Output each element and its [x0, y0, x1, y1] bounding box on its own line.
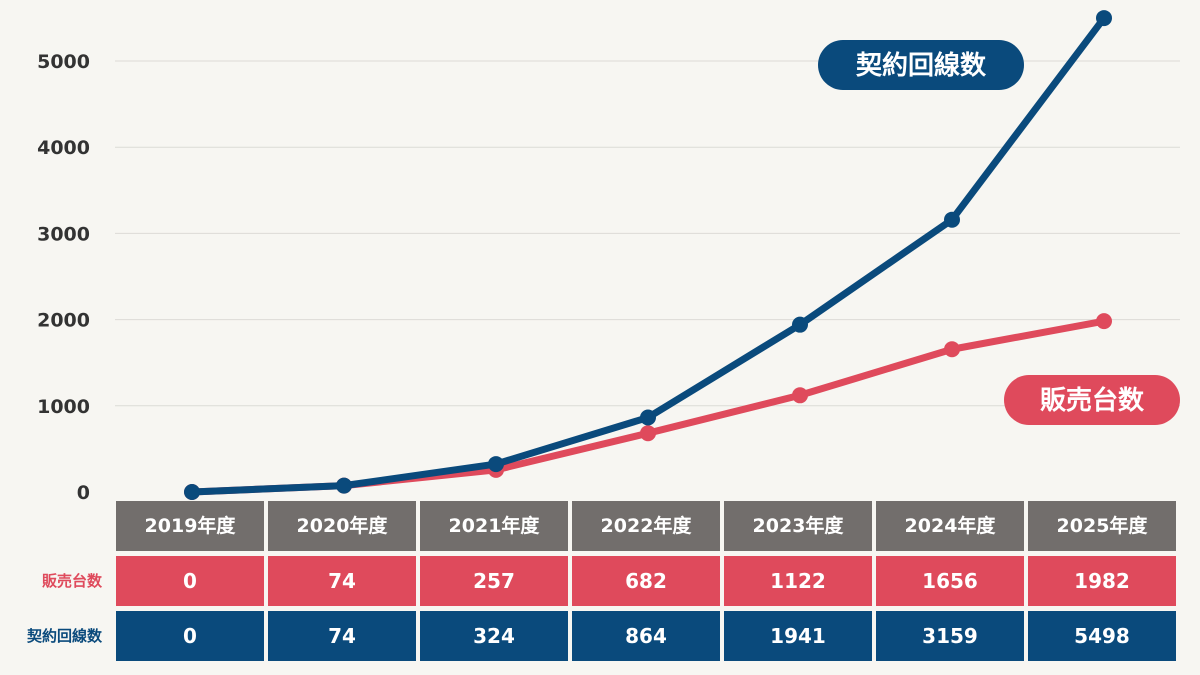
table-cell: 1122	[724, 556, 872, 606]
series-sales	[184, 313, 1112, 500]
year-header: 2024年度	[876, 501, 1024, 551]
table-header-row: 2019年度 2020年度 2021年度 2022年度 2023年度 2024年…	[0, 501, 1200, 551]
table-cell: 682	[572, 556, 720, 606]
y-tick-label: 5000	[37, 51, 90, 73]
data-point-lines	[336, 477, 352, 494]
data-point-sales	[640, 425, 656, 442]
legend-pill-lines-bg	[818, 40, 1024, 90]
data-point-lines	[640, 409, 656, 426]
legend-label-sales: 販売台数	[1040, 385, 1145, 416]
table-row-lines: 契約回線数 0 74 324 864 1941 3159 5498	[0, 611, 1200, 661]
table-cell: 1941	[724, 611, 872, 661]
line-chart: 0 1000 2000 3000 4000 5000 契約回線数 販売台数	[37, 10, 1180, 500]
y-tick-label: 1000	[37, 396, 90, 418]
row-label-lines: 契約回線数	[26, 627, 102, 645]
y-axis-ticks: 0 1000 2000 3000 4000 5000	[37, 51, 90, 500]
year-header: 2022年度	[572, 501, 720, 551]
data-point-sales	[1096, 313, 1112, 330]
year-header: 2020年度	[268, 501, 416, 551]
table-cell: 1656	[876, 556, 1024, 606]
table-cell: 5498	[1028, 611, 1176, 661]
y-tick-label: 4000	[37, 137, 90, 159]
legend-label-lines: 契約回線数	[855, 50, 987, 81]
data-point-sales	[792, 387, 808, 404]
year-header: 2021年度	[420, 501, 568, 551]
grid-lines	[115, 60, 1180, 407]
data-point-lines	[944, 211, 960, 228]
legend-pill-sales-bg	[1004, 375, 1180, 425]
legend-pill-sales: 販売台数	[1004, 375, 1180, 425]
table-row-sales: 販売台数 0 74 257 682 1122 1656 1982	[0, 556, 1200, 606]
series-lines	[184, 10, 1112, 500]
series-line-sales	[188, 317, 1108, 496]
y-tick-label: 3000	[37, 223, 90, 245]
year-header: 2023年度	[724, 501, 872, 551]
table-cell: 0	[116, 556, 264, 606]
table-cell: 864	[572, 611, 720, 661]
table-cell: 324	[420, 611, 568, 661]
year-header: 2019年度	[116, 501, 264, 551]
legend-pill-lines: 契約回線数	[818, 40, 1024, 90]
table-cell: 74	[268, 556, 416, 606]
data-point-sales	[944, 341, 960, 358]
series-lines	[184, 10, 1112, 500]
table-cell: 0	[116, 611, 264, 661]
y-tick-label: 2000	[37, 310, 90, 332]
table-cell: 74	[268, 611, 416, 661]
data-point-lines	[184, 484, 200, 500]
y-tick-label: 0	[77, 482, 90, 500]
table-cell: 257	[420, 556, 568, 606]
table-cell: 1982	[1028, 556, 1176, 606]
data-point-lines	[488, 456, 504, 473]
data-point-lines	[1096, 10, 1112, 27]
data-point-lines	[792, 316, 808, 333]
row-label-sales: 販売台数	[41, 572, 102, 590]
table-cell: 3159	[876, 611, 1024, 661]
year-header: 2025年度	[1028, 501, 1176, 551]
